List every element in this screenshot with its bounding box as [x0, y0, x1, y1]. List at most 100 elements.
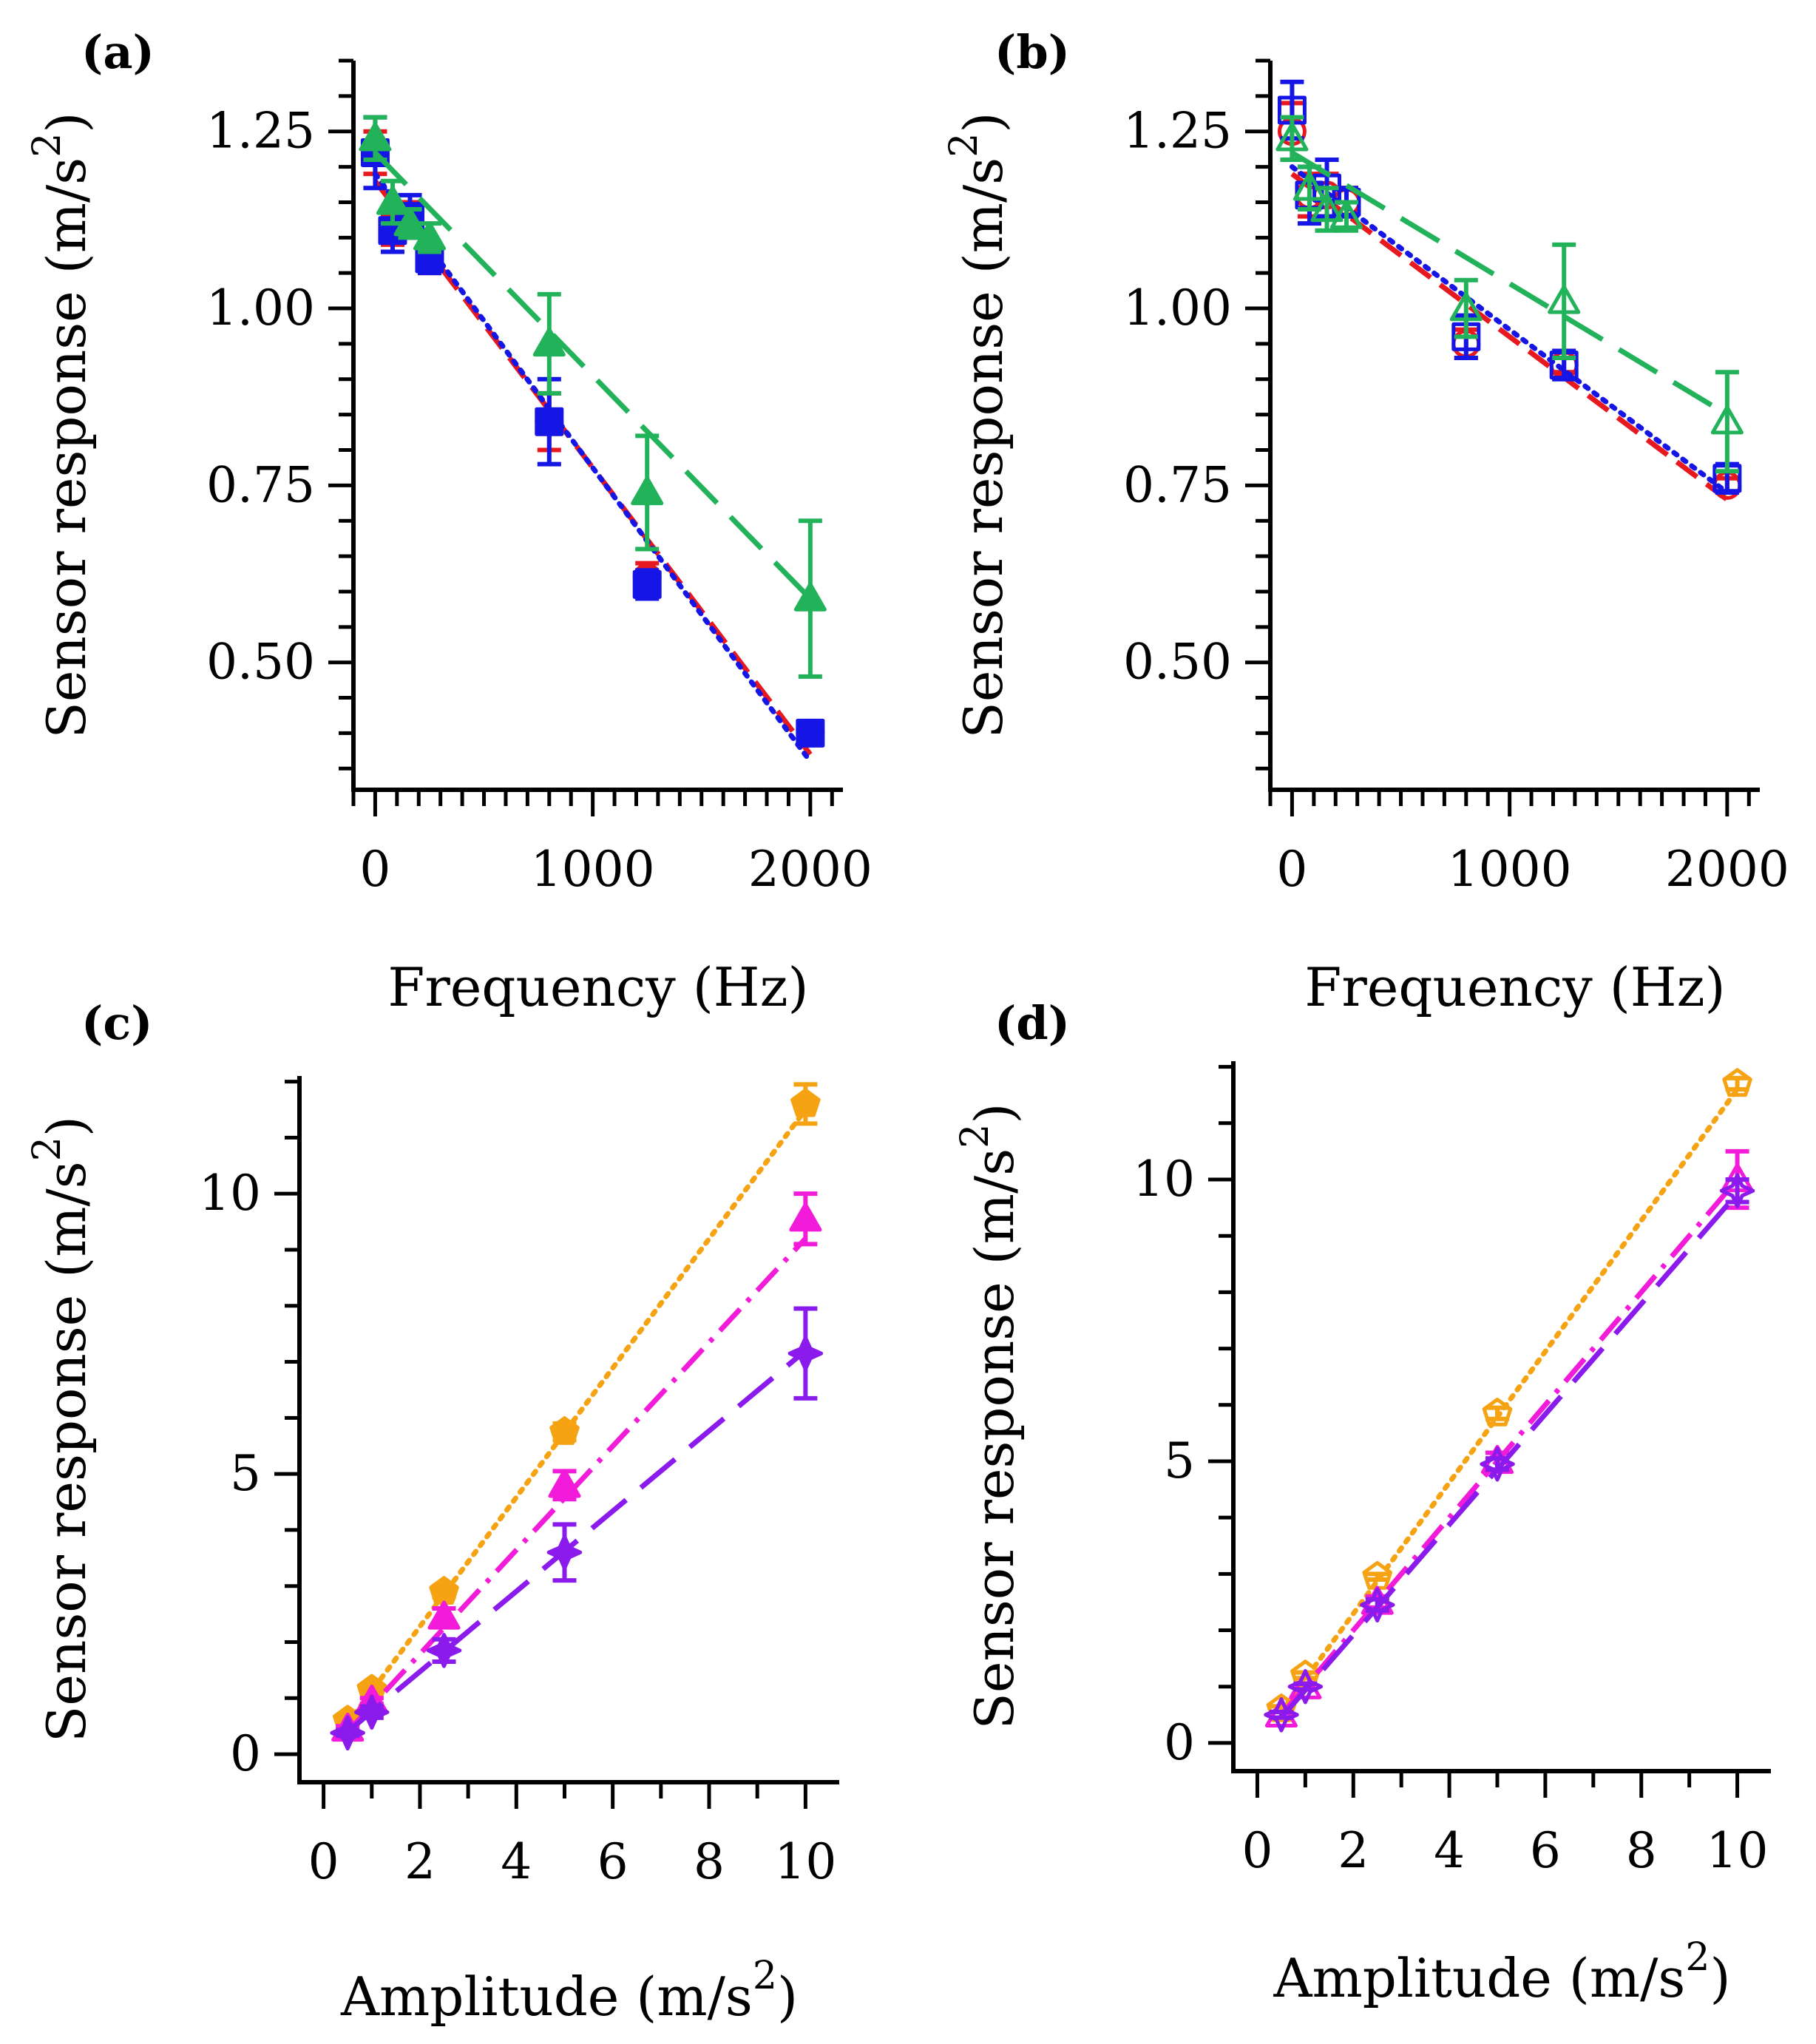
x-tick-label: 0: [1276, 841, 1307, 898]
fit-line-blue: [372, 171, 813, 765]
x-tick-label: 6: [1530, 1822, 1561, 1879]
series-magenta: [1264, 1148, 1754, 1727]
data-point: [413, 221, 447, 251]
data-point: [1449, 291, 1483, 322]
y-axis-title: Sensor response (m/s2): [25, 1116, 98, 1742]
data-point: [1482, 1398, 1513, 1427]
x-tick-label: 2000: [1665, 841, 1789, 898]
y-axis-title: Sensor response (m/s2): [942, 112, 1014, 739]
data-point: [632, 569, 662, 599]
y-axis-title: Sensor response (m/s2): [953, 1103, 1026, 1730]
x-tick-label: 1000: [531, 841, 655, 898]
data-point: [532, 327, 566, 357]
series-orange: [332, 1082, 821, 1734]
x-tick-label: 8: [694, 1833, 725, 1890]
y-tick-label: 10: [199, 1165, 261, 1222]
x-tick-label: 4: [1434, 1822, 1465, 1879]
x-tick-label: 0: [1241, 1822, 1273, 1879]
data-point: [1548, 285, 1581, 314]
data-point: [1722, 1068, 1752, 1097]
data-point: [549, 1416, 580, 1445]
data-point: [427, 1600, 461, 1630]
data-point: [796, 718, 825, 748]
chart-panel-3: 0 5 10 0 2 4 6 8 10 (c) Sensor response (m/s2) Ampl…: [25, 996, 839, 2028]
data-point: [793, 582, 827, 612]
y-tick-label: 1.25: [1123, 103, 1232, 160]
x-tick-label: 0: [308, 1833, 339, 1890]
fit-line-red: [1290, 172, 1729, 502]
panel-label: (d): [995, 996, 1070, 1050]
fit-line-red: [373, 179, 813, 757]
fit-line-purple: [345, 1348, 807, 1734]
y-tick-label: 1.25: [206, 103, 315, 160]
series-purple: [1264, 1173, 1755, 1733]
panel-label: (c): [81, 996, 152, 1050]
data-point: [631, 476, 664, 506]
panel-label: (b): [995, 25, 1070, 79]
data-point: [548, 1469, 581, 1498]
series-green: [1275, 115, 1744, 474]
x-tick-label: 4: [501, 1833, 532, 1890]
data-point: [1480, 1446, 1515, 1482]
series-red: [1277, 101, 1742, 502]
data-point: [790, 1088, 821, 1117]
y-tick-label: 0.75: [206, 456, 315, 513]
y-tick-label: 0: [1164, 1714, 1195, 1771]
y-tick-label: 5: [1164, 1432, 1195, 1489]
fit-line-magenta: [345, 1236, 807, 1734]
data-point: [330, 1715, 365, 1751]
data-point: [393, 207, 427, 237]
series-orange: [1266, 1068, 1752, 1722]
data-point: [1264, 1697, 1299, 1733]
fit-line-green: [1290, 150, 1729, 417]
y-tick-label: 5: [230, 1445, 261, 1502]
x-tick-label: 10: [1707, 1822, 1769, 1879]
x-axis-title: Amplitude (m/s2): [340, 1954, 798, 2028]
x-axis-title: Frequency (Hz): [1304, 956, 1725, 1018]
fit-line-purple: [1279, 1191, 1740, 1719]
x-axis-title: Amplitude (m/s2): [1273, 1935, 1730, 2009]
chart-panel-4: 0 5 10 0 2 4 6 8 10 (d) Sensor response (m/s2) Ampl…: [953, 996, 1771, 2009]
data-point: [1712, 464, 1742, 493]
fit-line-green: [373, 151, 813, 600]
y-tick-label: 0: [230, 1725, 261, 1782]
y-tick-label: 10: [1133, 1151, 1195, 1208]
data-point: [546, 1534, 583, 1570]
y-axis-title: Sensor response (m/s2): [25, 112, 98, 739]
series-purple: [330, 1306, 824, 1751]
series-magenta: [331, 1191, 822, 1742]
data-point: [1310, 192, 1344, 223]
data-point: [1451, 322, 1481, 351]
data-point: [1329, 200, 1363, 229]
y-tick-label: 1.00: [206, 280, 315, 336]
data-point: [535, 407, 564, 436]
x-tick-label: 8: [1626, 1822, 1657, 1879]
series-green: [359, 115, 827, 679]
data-point: [1360, 1587, 1395, 1622]
x-tick-label: 1000: [1448, 841, 1572, 898]
data-point: [1719, 1173, 1755, 1208]
fit-line-orange: [1278, 1086, 1741, 1715]
x-tick-label: 6: [597, 1833, 629, 1890]
y-tick-label: 0.50: [206, 634, 315, 691]
data-point: [376, 186, 410, 215]
data-point: [787, 1336, 824, 1371]
fit-line-blue: [1289, 164, 1730, 495]
chart-panel-2: 0.50 0.75 1.00 1.25 0 1000 2000 (b) Sensor respo…: [942, 25, 1789, 1018]
x-axis-title: Frequency (Hz): [387, 956, 808, 1018]
fit-line-orange: [345, 1106, 808, 1726]
fit-line-magenta: [1279, 1177, 1740, 1717]
data-point: [1277, 95, 1307, 125]
y-tick-label: 1.00: [1123, 280, 1232, 336]
series-blue: [1277, 79, 1742, 495]
data-point: [1549, 351, 1579, 380]
chart-panel-1: 0.50 0.75 1.00 1.25 0 1000 2000 (a) Sensor respo…: [25, 25, 873, 1018]
data-point: [1287, 1669, 1324, 1705]
x-tick-label: 2: [1338, 1822, 1369, 1879]
panel-label: (a): [81, 25, 155, 79]
data-point: [789, 1202, 822, 1232]
x-tick-label: 2000: [748, 841, 873, 898]
data-point: [359, 122, 392, 152]
x-tick-label: 10: [774, 1833, 836, 1890]
